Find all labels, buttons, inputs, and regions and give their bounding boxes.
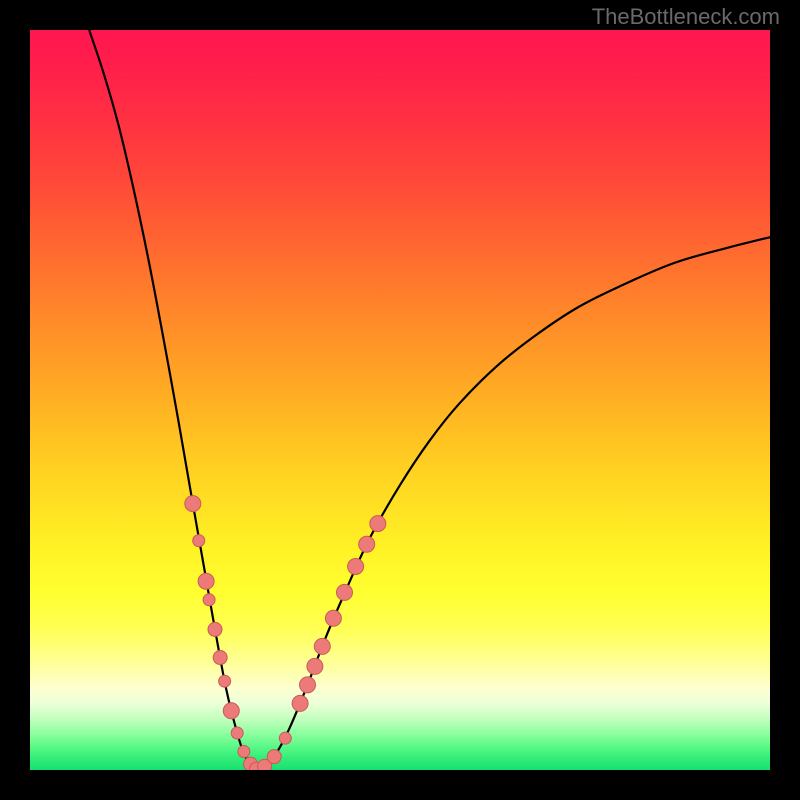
data-marker	[203, 594, 215, 606]
watermark-text: TheBottleneck.com	[592, 4, 780, 30]
data-marker	[198, 573, 214, 589]
data-marker	[292, 695, 308, 711]
plot-area	[30, 30, 770, 770]
data-marker	[185, 496, 201, 512]
chart-container: TheBottleneck.com	[0, 0, 800, 800]
data-marker	[279, 732, 291, 744]
gradient-background	[30, 30, 770, 770]
data-marker	[348, 559, 364, 575]
data-marker	[337, 584, 353, 600]
data-marker	[359, 536, 375, 552]
data-marker	[300, 677, 316, 693]
data-marker	[193, 535, 205, 547]
data-marker	[213, 651, 227, 665]
chart-svg	[30, 30, 770, 770]
data-marker	[307, 658, 323, 674]
data-marker	[238, 746, 250, 758]
data-marker	[314, 638, 330, 654]
data-marker	[223, 703, 239, 719]
data-marker	[208, 622, 222, 636]
data-marker	[231, 727, 243, 739]
data-marker	[267, 750, 281, 764]
data-marker	[370, 516, 386, 532]
data-marker	[219, 675, 231, 687]
data-marker	[325, 610, 341, 626]
